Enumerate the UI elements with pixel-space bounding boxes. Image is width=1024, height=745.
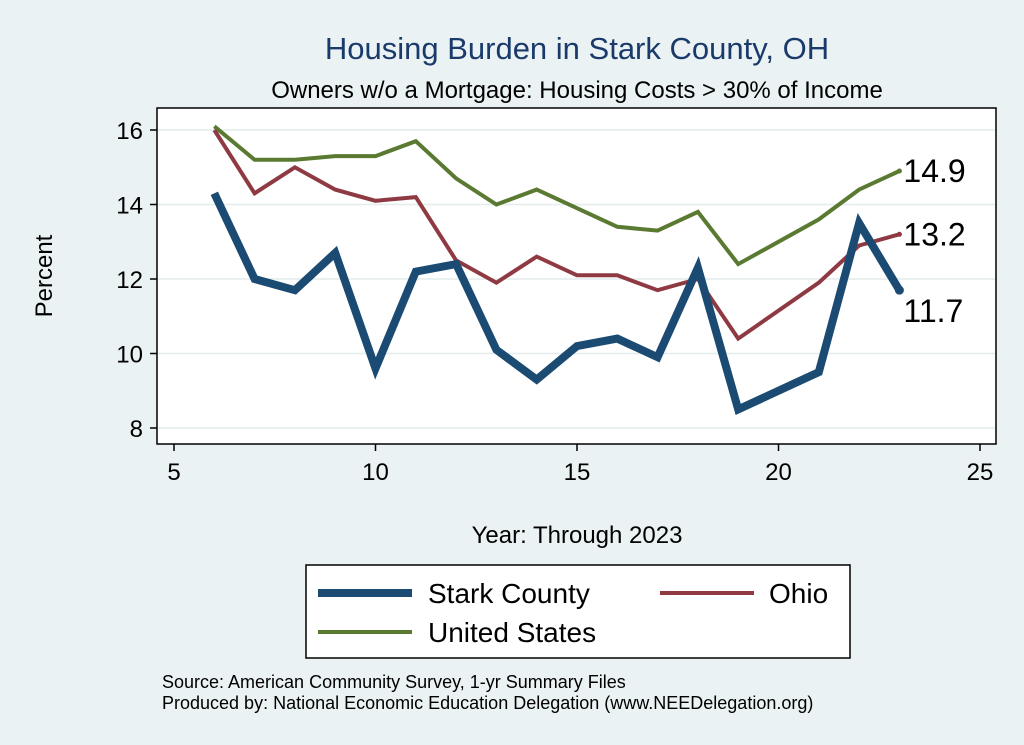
chart-subtitle: Owners w/o a Mortgage: Housing Costs > 3… (271, 77, 883, 104)
x-axis-label: Year: Through 2023 (472, 522, 683, 549)
x-tick-label: 20 (765, 459, 792, 486)
end-label-stark-county: 11.7 (903, 293, 963, 329)
y-tick-label: 14 (116, 193, 143, 220)
series-line-united-states (213, 124, 901, 267)
source-note: Source: American Community Survey, 1-yr … (162, 672, 626, 692)
chart-title: Housing Burden in Stark County, OH (325, 31, 829, 66)
series-end-point (896, 168, 902, 174)
legend-label-ohio: Ohio (769, 578, 828, 609)
x-tick-label: 10 (362, 459, 389, 486)
end-label-ohio: 13.2 (903, 216, 965, 252)
series-end-point (894, 285, 904, 295)
end-label-united-states: 14.9 (903, 153, 965, 189)
legend-label-stark-county: Stark County (428, 578, 590, 609)
legend-box (305, 564, 851, 659)
y-tick-label: 8 (130, 416, 143, 443)
series-end-point (896, 231, 902, 237)
producer-note: Produced by: National Economic Education… (162, 693, 813, 713)
x-tick-label: 25 (967, 459, 994, 486)
gridlines (158, 129, 995, 429)
series-line-stark-county (210, 191, 903, 415)
y-tick-label: 10 (116, 342, 143, 369)
y-tick-label: 12 (116, 267, 143, 294)
legend: Stark County Ohio United States (305, 564, 851, 659)
x-tick-label: 15 (564, 459, 591, 486)
y-tick-label: 16 (116, 118, 143, 145)
series-line-ohio (212, 128, 900, 342)
end-labels: 11.7 13.2 14.9 (903, 153, 965, 329)
series-layer (210, 124, 904, 415)
x-tick-label: 5 (167, 459, 180, 486)
legend-label-united-states: United States (428, 617, 596, 648)
y-axis-label: Percent (31, 234, 58, 317)
axes: 8 10 12 14 16 5 10 15 20 25 (116, 118, 993, 486)
